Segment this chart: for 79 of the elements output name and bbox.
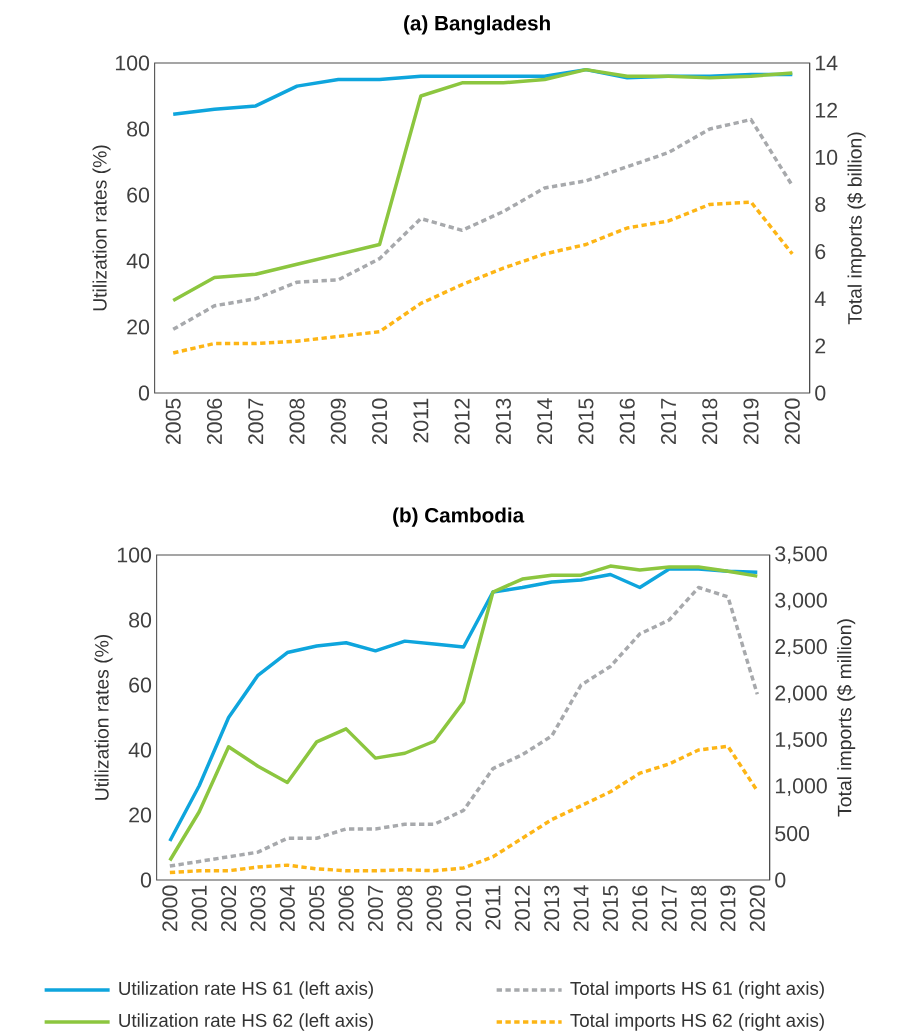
- y-axis-title: Utilization rates (%): [92, 145, 111, 311]
- y-tick-label: 60: [127, 187, 150, 203]
- x-tick-label: 2000: [162, 885, 178, 932]
- chart-title: (b) Cambodia: [393, 507, 525, 527]
- line-series: [168, 744, 760, 875]
- y2-tick-label: 12: [816, 102, 838, 118]
- y2-tick-label: 1,000: [776, 778, 828, 796]
- y-tick-label: 100: [116, 55, 150, 71]
- x-tick-label: 2010: [372, 398, 388, 445]
- y2-axis-title: Total imports ($ billion): [847, 132, 866, 325]
- y2-tick-label: 2: [815, 338, 826, 354]
- y2-tick-label: 3,000: [775, 592, 828, 611]
- x-tick-label: 2011: [485, 885, 501, 930]
- line-series: [171, 67, 795, 303]
- y-tick-label: 80: [127, 121, 150, 137]
- x-tick-label: 2012: [514, 885, 531, 932]
- x-tick-label: 2002: [221, 885, 237, 932]
- x-tick-label: 2006: [207, 398, 223, 445]
- y2-axis-title: Total imports ($ million): [837, 619, 856, 817]
- legend-label: Utilization rate HS 61 (left axis): [119, 981, 374, 999]
- x-tick-label: 2020: [749, 885, 766, 932]
- x-tick-label: 2016: [619, 398, 635, 445]
- y-tick-label: 40: [128, 742, 152, 758]
- y-axis-title: Utilization rates (%): [94, 634, 113, 800]
- line-series: [171, 117, 795, 332]
- x-tick-label: 2013: [496, 398, 512, 445]
- x-tick-label: 2014: [537, 398, 553, 445]
- y2-tick-label: 14: [816, 55, 838, 71]
- x-tick-label: 2009: [426, 885, 442, 932]
- x-tick-label: 2005: [165, 398, 181, 445]
- y2-tick-label: 3,500: [775, 546, 828, 564]
- y-tick-label: 0: [141, 872, 152, 888]
- chart-title: (a) Bangladesh: [404, 15, 551, 35]
- legend-label: Total imports HS 61 (right axis): [570, 981, 825, 999]
- x-tick-label: 2016: [632, 885, 648, 932]
- x-tick-label: 2003: [250, 885, 266, 932]
- legend-label: Total imports HS 62 (right axis): [570, 1013, 825, 1031]
- x-tick-label: 2011: [413, 398, 429, 443]
- y-tick-label: 20: [127, 319, 150, 335]
- x-tick-label: 2005: [309, 885, 325, 932]
- y2-tick-label: 2,000: [775, 685, 828, 704]
- x-tick-label: 2009: [330, 398, 347, 445]
- x-tick-label: 2019: [743, 398, 759, 445]
- y2-tick-label: 2,500: [775, 639, 828, 657]
- y2-tick-label: 6: [815, 244, 826, 260]
- y2-tick-label: 0: [775, 872, 786, 888]
- x-tick-label: 2008: [289, 398, 305, 445]
- y2-tick-label: 10: [816, 149, 838, 165]
- x-tick-label: 2010: [456, 885, 472, 932]
- x-tick-label: 2006: [338, 885, 354, 932]
- legend-label: Utilization rate HS 62 (left axis): [119, 1013, 374, 1031]
- x-tick-label: 2015: [603, 885, 619, 932]
- y2-tick-label: 4: [815, 291, 826, 307]
- x-tick-label: 2015: [578, 398, 594, 445]
- x-tick-label: 2017: [661, 398, 677, 445]
- x-tick-label: 2004: [279, 885, 296, 932]
- y2-tick-label: 1,500: [776, 731, 828, 750]
- y-tick-label: 20: [129, 807, 152, 823]
- x-tick-label: 2017: [661, 885, 677, 932]
- x-tick-label: 2007: [248, 398, 264, 445]
- x-tick-label: 2001: [191, 885, 207, 932]
- y-tick-label: 40: [126, 253, 150, 269]
- x-tick-label: 2008: [397, 885, 413, 932]
- y-tick-label: 60: [129, 677, 152, 693]
- y-tick-label: 80: [129, 612, 152, 628]
- x-tick-label: 2012: [454, 398, 470, 445]
- y2-tick-label: 8: [815, 196, 826, 212]
- y2-tick-label: 500: [775, 826, 810, 842]
- x-tick-label: 2014: [573, 885, 589, 932]
- y2-tick-label: 0: [815, 385, 826, 401]
- x-tick-label: 2018: [691, 885, 707, 932]
- x-tick-label: 2019: [720, 885, 736, 932]
- y-tick-label: 0: [139, 385, 150, 401]
- x-tick-label: 2013: [544, 885, 560, 932]
- x-tick-label: 2007: [368, 885, 384, 932]
- x-tick-label: 2020: [784, 398, 801, 445]
- line-series: [171, 200, 795, 355]
- x-tick-label: 2018: [702, 398, 718, 445]
- y-tick-label: 100: [118, 547, 152, 563]
